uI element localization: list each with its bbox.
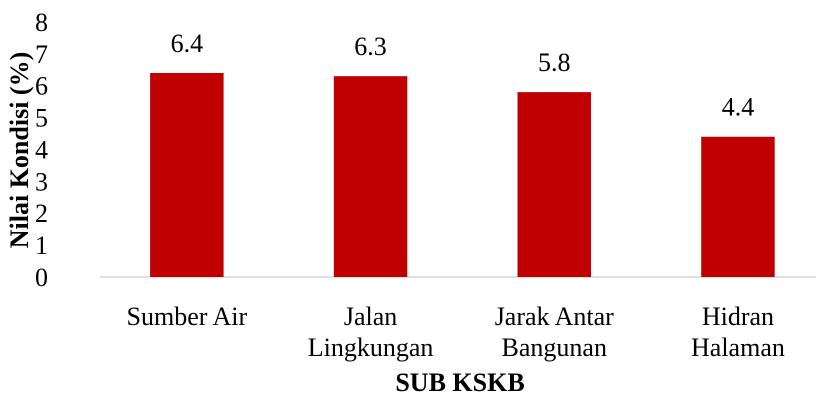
x-axis-title: SUB KSKB bbox=[395, 368, 524, 397]
bar bbox=[701, 136, 775, 277]
bar bbox=[150, 73, 224, 277]
x-tick-label: Jalan Lingkungan bbox=[307, 302, 434, 362]
x-tick-label: Jarak Antar Bangunan bbox=[494, 302, 614, 362]
data-label: 6.4 bbox=[171, 29, 204, 58]
bar bbox=[517, 92, 591, 277]
y-tick-label: 2 bbox=[35, 199, 48, 228]
y-axis-title: Nilai Kondisi (%) bbox=[5, 52, 34, 248]
bar bbox=[333, 76, 408, 277]
y-tick-label: 6 bbox=[35, 72, 48, 101]
y-tick-label: 4 bbox=[35, 135, 48, 164]
y-tick-label: 3 bbox=[35, 167, 48, 196]
data-label: 5.8 bbox=[538, 48, 571, 77]
y-tick-label: 0 bbox=[35, 263, 48, 292]
data-label: 6.3 bbox=[354, 32, 387, 61]
x-tick-label: Sumber Air bbox=[126, 302, 248, 331]
y-tick-label: 1 bbox=[35, 231, 48, 260]
y-tick-label: 8 bbox=[35, 8, 48, 37]
x-tick-label: Hidran Halaman bbox=[691, 302, 785, 362]
y-tick-label: 5 bbox=[35, 104, 48, 133]
data-label: 4.4 bbox=[722, 93, 755, 122]
y-tick-label: 7 bbox=[35, 40, 48, 69]
